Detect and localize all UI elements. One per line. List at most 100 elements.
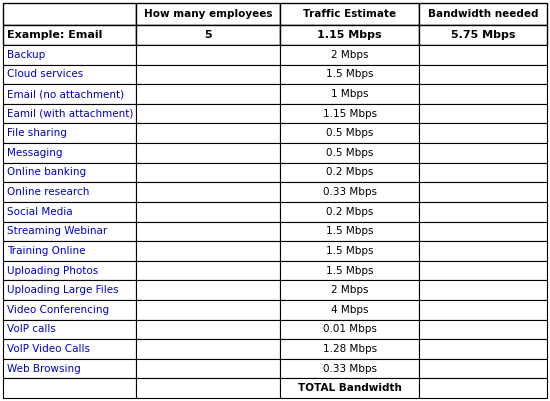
Bar (136, 163, 280, 182)
Bar (419, 379, 547, 398)
Bar (136, 65, 280, 84)
Text: 1.5 Mbps: 1.5 Mbps (326, 226, 373, 236)
Text: VoIP calls: VoIP calls (7, 324, 56, 334)
Bar (280, 359, 419, 379)
Bar (419, 339, 547, 359)
Text: Bandwidth needed: Bandwidth needed (428, 9, 538, 19)
Text: 0.5 Mbps: 0.5 Mbps (326, 128, 373, 138)
Bar (3, 3, 136, 25)
Bar (280, 3, 419, 25)
Text: 0.01 Mbps: 0.01 Mbps (323, 324, 377, 334)
Text: Web Browsing: Web Browsing (7, 364, 81, 374)
Bar (280, 280, 419, 300)
Bar (136, 182, 280, 202)
Text: 0.5 Mbps: 0.5 Mbps (326, 148, 373, 158)
Text: 4 Mbps: 4 Mbps (331, 305, 368, 315)
Bar (419, 182, 547, 202)
Bar (280, 45, 419, 65)
Bar (280, 182, 419, 202)
Text: 0.33 Mbps: 0.33 Mbps (323, 364, 377, 374)
Bar (3, 359, 136, 379)
Bar (419, 261, 547, 280)
Bar (136, 202, 280, 221)
Text: 5.75 Mbps: 5.75 Mbps (451, 30, 515, 40)
Bar (419, 104, 547, 124)
Text: 0.33 Mbps: 0.33 Mbps (323, 187, 377, 197)
Text: 5: 5 (205, 30, 212, 40)
Bar (3, 65, 136, 84)
Bar (280, 339, 419, 359)
Bar (136, 379, 280, 398)
Bar (280, 25, 419, 45)
Bar (136, 221, 280, 241)
Text: Training Online: Training Online (7, 246, 85, 256)
Text: Online research: Online research (7, 187, 89, 197)
Text: Video Conferencing: Video Conferencing (7, 305, 109, 315)
Text: File sharing: File sharing (7, 128, 67, 138)
Text: 1.5 Mbps: 1.5 Mbps (326, 69, 373, 79)
Text: Example: Email: Example: Email (7, 30, 102, 40)
Bar (280, 104, 419, 124)
Bar (280, 84, 419, 104)
Text: 1.5 Mbps: 1.5 Mbps (326, 265, 373, 275)
Bar (3, 104, 136, 124)
Text: Backup: Backup (7, 50, 45, 60)
Bar (3, 182, 136, 202)
Text: Traffic Estimate: Traffic Estimate (303, 9, 397, 19)
Bar (419, 359, 547, 379)
Bar (136, 359, 280, 379)
Bar (280, 261, 419, 280)
Bar (3, 320, 136, 339)
Bar (3, 84, 136, 104)
Bar (419, 320, 547, 339)
Text: 2 Mbps: 2 Mbps (331, 285, 368, 295)
Bar (3, 202, 136, 221)
Bar (3, 221, 136, 241)
Bar (419, 202, 547, 221)
Bar (136, 25, 280, 45)
Text: 1.28 Mbps: 1.28 Mbps (323, 344, 377, 354)
Bar (3, 379, 136, 398)
Bar (136, 339, 280, 359)
Text: Messaging: Messaging (7, 148, 63, 158)
Bar (280, 320, 419, 339)
Bar (3, 25, 136, 45)
Text: Cloud services: Cloud services (7, 69, 83, 79)
Bar (280, 143, 419, 163)
Bar (3, 143, 136, 163)
Bar (3, 261, 136, 280)
Bar (3, 124, 136, 143)
Bar (136, 3, 280, 25)
Bar (280, 300, 419, 320)
Bar (419, 124, 547, 143)
Bar (136, 300, 280, 320)
Bar (136, 261, 280, 280)
Text: 2 Mbps: 2 Mbps (331, 50, 368, 60)
Text: Eamil (with attachment): Eamil (with attachment) (7, 109, 133, 119)
Bar (3, 280, 136, 300)
Bar (419, 241, 547, 261)
Bar (419, 45, 547, 65)
Bar (419, 221, 547, 241)
Text: How many employees: How many employees (144, 9, 273, 19)
Bar (419, 84, 547, 104)
Text: Uploading Photos: Uploading Photos (7, 265, 98, 275)
Bar (136, 124, 280, 143)
Bar (419, 300, 547, 320)
Text: Online banking: Online banking (7, 168, 86, 178)
Bar (136, 241, 280, 261)
Bar (280, 241, 419, 261)
Text: 1.15 Mbps: 1.15 Mbps (317, 30, 382, 40)
Bar (3, 300, 136, 320)
Text: 1.5 Mbps: 1.5 Mbps (326, 246, 373, 256)
Bar (136, 84, 280, 104)
Bar (136, 143, 280, 163)
Bar (280, 163, 419, 182)
Bar (419, 3, 547, 25)
Bar (280, 379, 419, 398)
Bar (3, 45, 136, 65)
Bar (280, 221, 419, 241)
Bar (280, 124, 419, 143)
Bar (419, 65, 547, 84)
Bar (136, 280, 280, 300)
